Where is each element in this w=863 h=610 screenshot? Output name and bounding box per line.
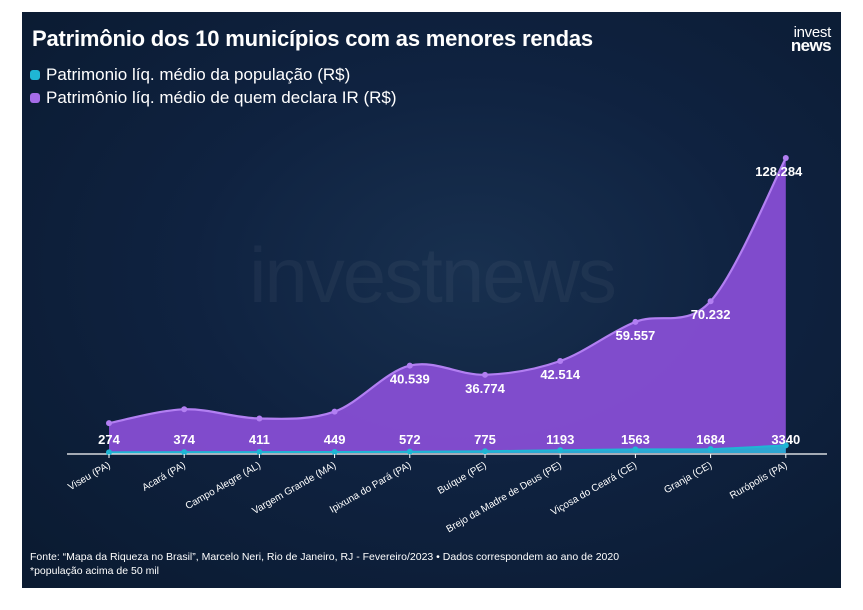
brand-line2: news (790, 36, 832, 55)
population-point (106, 449, 112, 456)
population-value-label: 3340 (771, 432, 800, 447)
ir-point (482, 371, 488, 378)
x-tick-label: Ipixuna do Pará (PA) (328, 460, 413, 516)
x-tick-label: Granja (CE) (662, 460, 714, 496)
ir-point (406, 362, 413, 369)
x-tick-label: Acará (PA) (140, 460, 187, 494)
population-point (707, 446, 714, 453)
ir-value-label: 42.514 (540, 367, 581, 382)
watermark: investnews (249, 231, 615, 319)
population-point (557, 447, 564, 454)
ir-point (782, 155, 789, 161)
population-point (256, 449, 263, 456)
population-point (331, 448, 338, 455)
population-point (632, 446, 639, 453)
x-tick-label: Viseu (PA) (66, 460, 112, 493)
ir-value-label: 70.232 (691, 307, 731, 322)
brand-logo: invest news (790, 24, 832, 55)
footer-note: *população acima de 50 mil (30, 565, 159, 577)
legend-item-ir: Patrimônio líq. médio de quem declara IR… (30, 86, 397, 109)
population-point (181, 449, 188, 456)
population-point (482, 448, 488, 455)
legend-label-population: Patrimonio líq. médio da população (R$) (46, 64, 351, 84)
legend-item-population: Patrimonio líq. médio da população (R$) (30, 63, 397, 86)
ir-line (108, 157, 787, 425)
x-tick-label: Vargem Grande (MA) (250, 460, 338, 517)
population-value-label: 1193 (546, 432, 574, 447)
x-tick-label: Rurópolis (PA) (728, 460, 789, 502)
ir-area (109, 158, 786, 453)
ir-point (557, 358, 564, 365)
population-point (782, 442, 789, 449)
ir-value-label: 59.557 (616, 328, 656, 343)
population-line (108, 444, 786, 454)
population-value-label: 775 (474, 432, 496, 447)
population-value-label: 1563 (621, 432, 650, 447)
legend: Patrimonio líq. médio da população (R$) … (30, 63, 397, 109)
ir-value-label: 128.284 (755, 164, 803, 179)
chart-title: Patrimônio dos 10 municípios com as meno… (32, 26, 593, 51)
ir-point (331, 408, 338, 415)
ir-value-label: 40.539 (390, 372, 430, 387)
ir-point (181, 406, 188, 413)
chart-card: investnews 40.539 36.774 42.514 59.557 70.23… (22, 12, 841, 588)
plot-area: 40.539 36.774 42.514 59.557 70.232 128.284 274… (66, 155, 827, 535)
brand-line1: invest (793, 24, 832, 41)
population-area (109, 445, 786, 453)
ir-point (106, 420, 112, 427)
chart-svg: investnews 40.539 36.774 42.514 59.557 70.23… (66, 155, 827, 535)
legend-swatch-ir (30, 92, 40, 103)
population-value-label: 1684 (696, 432, 726, 447)
population-value-label: 374 (173, 432, 195, 447)
population-value-label: 411 (249, 432, 270, 447)
ir-value-label: 36.774 (465, 381, 506, 396)
ir-point (707, 298, 714, 305)
footer-source: Fonte: “Mapa da Riqueza no Brasil”, Marc… (30, 551, 620, 563)
x-tick-label: Buíque (PE) (436, 460, 489, 497)
legend-swatch-population (30, 69, 40, 80)
ir-point (632, 318, 639, 325)
population-value-label: 449 (324, 432, 346, 447)
ir-point (256, 415, 263, 422)
footer: Fonte: “Mapa da Riqueza no Brasil”, Marc… (30, 550, 619, 578)
x-tick-label: Campo Alegre (AL) (184, 460, 263, 512)
population-value-label: 274 (98, 432, 120, 447)
population-point (406, 448, 413, 455)
legend-label-ir: Patrimônio líq. médio de quem declara IR… (46, 87, 397, 107)
population-value-label: 572 (399, 432, 421, 447)
